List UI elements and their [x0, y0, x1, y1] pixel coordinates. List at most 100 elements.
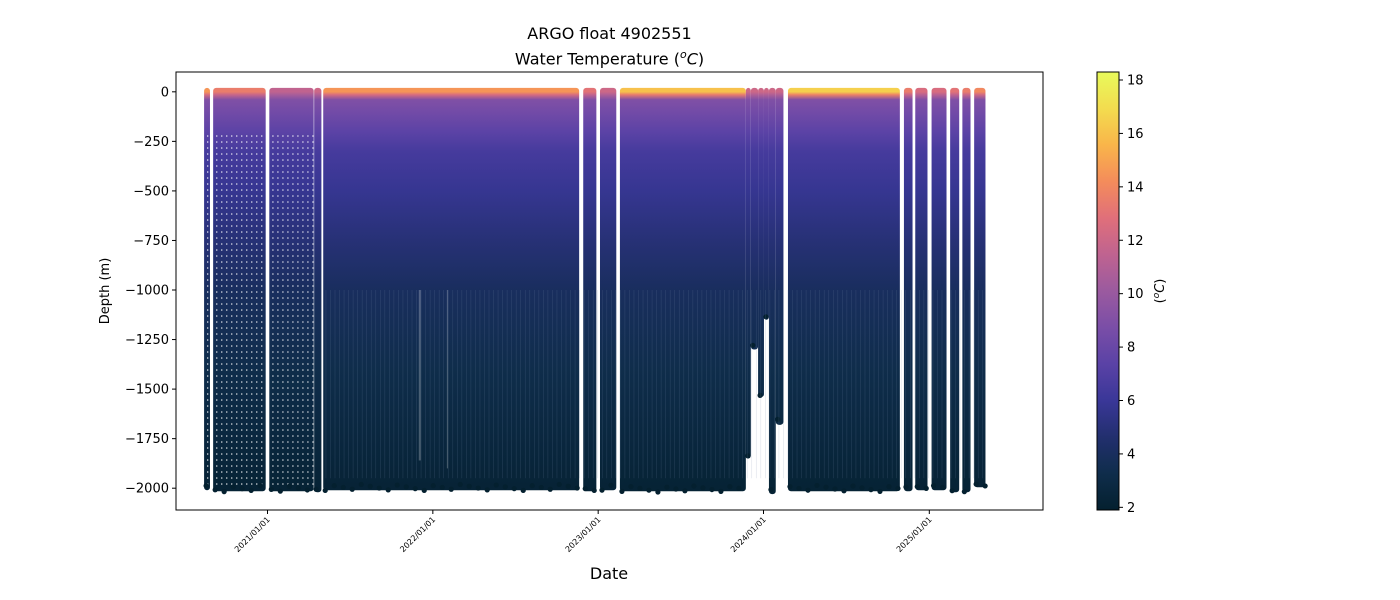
sampling-dot: [221, 393, 223, 395]
sampling-dot: [307, 345, 309, 347]
profile-segment: [745, 87, 751, 459]
sampling-dot: [282, 339, 284, 341]
sampling-dot: [297, 315, 299, 317]
sampling-dot: [236, 303, 238, 305]
y-tick-label: −1250: [125, 333, 169, 348]
sampling-dot: [302, 441, 304, 443]
sampling-dot: [292, 273, 294, 275]
sampling-dot: [207, 231, 209, 233]
profile-segment: [314, 87, 322, 493]
sampling-dot: [287, 219, 289, 221]
sampling-dot: [312, 201, 314, 203]
sampling-dot: [231, 165, 233, 167]
sampling-dot: [312, 399, 314, 401]
sampling-dot: [207, 405, 209, 407]
sampling-dot: [287, 183, 289, 185]
sampling-dot: [272, 363, 274, 365]
sampling-dot: [287, 417, 289, 419]
sampling-dot: [282, 261, 284, 263]
sampling-dot: [221, 321, 223, 323]
sampling-dot: [226, 345, 228, 347]
sampling-dot: [292, 207, 294, 209]
sampling-dot: [216, 393, 218, 395]
sampling-dot: [277, 135, 279, 137]
sampling-dot: [272, 183, 274, 185]
sampling-dot: [292, 267, 294, 269]
sampling-dot: [226, 201, 228, 203]
sampling-dot: [297, 351, 299, 353]
sampling-dot: [312, 273, 314, 275]
sampling-dot: [272, 465, 274, 467]
sampling-dot: [231, 339, 233, 341]
sampling-dot: [302, 405, 304, 407]
sampling-dot: [241, 261, 243, 263]
sampling-dot: [246, 435, 248, 437]
sampling-dot: [282, 453, 284, 455]
sampling-dot: [207, 135, 209, 137]
sampling-dot: [236, 201, 238, 203]
sampling-dot: [302, 393, 304, 395]
sampling-dot: [302, 237, 304, 239]
colorbar-tick-label: 10: [1127, 287, 1144, 302]
sampling-dot: [216, 399, 218, 401]
profile-end-point: [930, 483, 937, 489]
sampling-dot: [207, 315, 209, 317]
sampling-dot: [221, 429, 223, 431]
sampling-dot: [272, 381, 274, 383]
sampling-dot: [312, 171, 314, 173]
sampling-dot: [207, 387, 209, 389]
sampling-dot: [277, 471, 279, 473]
sampling-dot: [207, 189, 209, 191]
sampling-dot: [256, 267, 258, 269]
sampling-dot: [231, 159, 233, 161]
sampling-dot: [251, 273, 253, 275]
sampling-dot: [302, 243, 304, 245]
sampling-dot: [221, 339, 223, 341]
sampling-dot: [287, 363, 289, 365]
sampling-dot: [231, 267, 233, 269]
sampling-dot: [312, 237, 314, 239]
sampling-dot: [226, 321, 228, 323]
deep-layer-gap: [446, 290, 448, 469]
y-tick-label: −1750: [125, 432, 169, 447]
sampling-dot: [231, 429, 233, 431]
sampling-dot: [216, 339, 218, 341]
sampling-dot: [272, 195, 274, 197]
sampling-dot: [231, 213, 233, 215]
sampling-dot: [207, 429, 209, 431]
profile-end-point: [949, 488, 955, 494]
sampling-dot: [292, 165, 294, 167]
sampling-dot: [287, 285, 289, 287]
sampling-dot: [236, 333, 238, 335]
sampling-dot: [261, 267, 263, 269]
profile-end-point: [268, 486, 274, 492]
sampling-dot: [287, 345, 289, 347]
sampling-dot: [297, 339, 299, 341]
sampling-dot: [297, 159, 299, 161]
sampling-dot: [251, 333, 253, 335]
sampling-dot: [226, 375, 228, 377]
y-axis-label: Depth (m): [98, 258, 113, 325]
sampling-dot: [287, 273, 289, 275]
sampling-dot: [256, 255, 258, 257]
sampling-dot: [287, 483, 289, 485]
sampling-dot: [241, 273, 243, 275]
sampling-dot: [251, 309, 253, 311]
sampling-dot: [312, 147, 314, 149]
sampling-dot: [307, 333, 309, 335]
colorbar-label: (oC): [1152, 279, 1168, 304]
profile-end-point: [886, 484, 892, 490]
sampling-dot: [297, 177, 299, 179]
sampling-dot: [256, 417, 258, 419]
sampling-dot: [256, 351, 258, 353]
sampling-dot: [226, 195, 228, 197]
sampling-dot: [241, 369, 243, 371]
sampling-dot: [307, 441, 309, 443]
sampling-dot: [236, 285, 238, 287]
sampling-dot: [272, 303, 274, 305]
sampling-dot: [226, 429, 228, 431]
sampling-dot: [297, 141, 299, 143]
sampling-dot: [312, 429, 314, 431]
profile-end-point: [903, 484, 909, 490]
sampling-dot: [292, 351, 294, 353]
